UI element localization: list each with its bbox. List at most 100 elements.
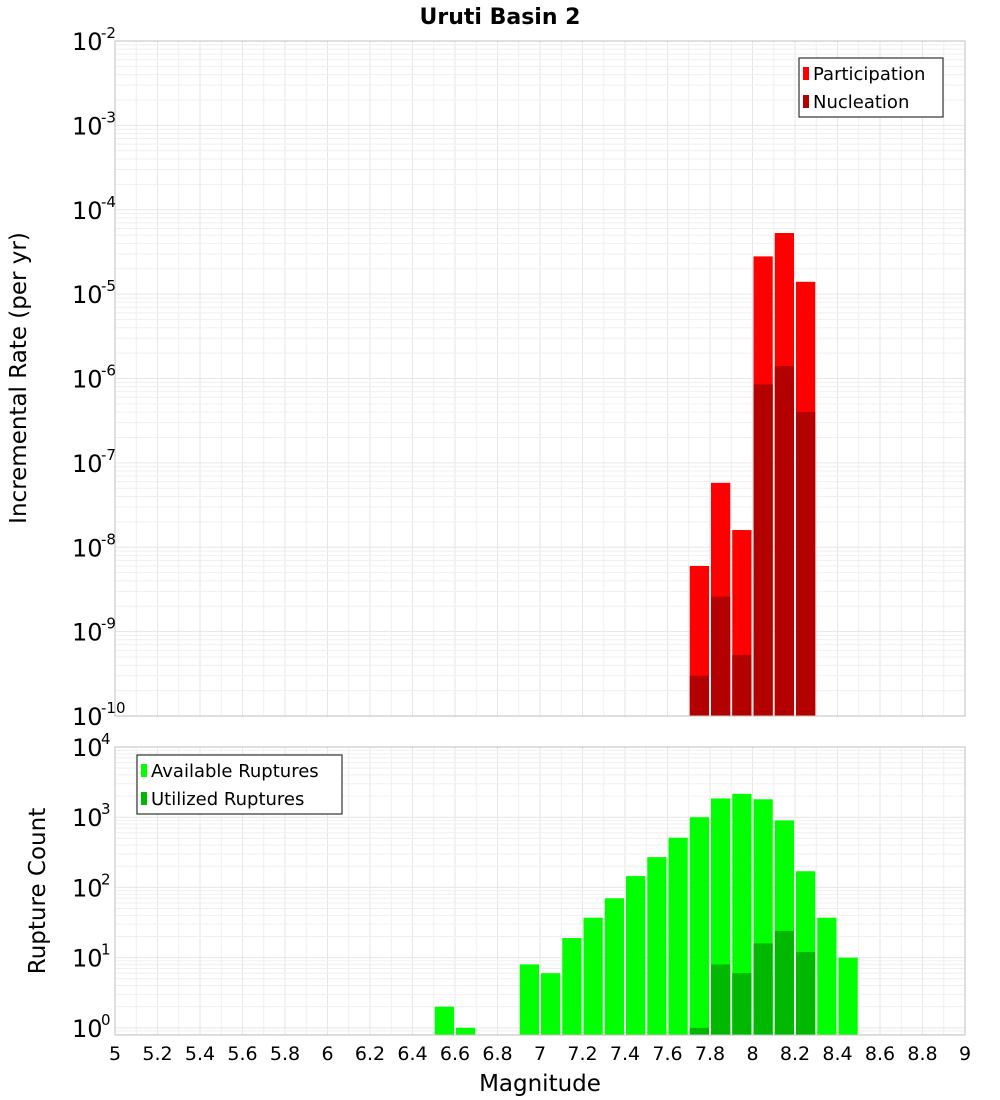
rate-panel: 10-210-310-410-510-610-710-810-910-10 In… xyxy=(6,24,966,731)
x-tick-label: 6.6 xyxy=(440,1043,470,1065)
bar-available-ruptures xyxy=(668,837,688,1035)
rate-y-tick-exponent: -7 xyxy=(101,446,116,464)
bar-utilized-ruptures xyxy=(753,943,773,1035)
count-y-tick-label: 10 xyxy=(72,874,103,902)
x-tick-label: 6 xyxy=(321,1043,333,1065)
bar-available-ruptures xyxy=(456,1027,476,1035)
x-tick-label: 7.4 xyxy=(610,1043,640,1065)
rate-y-tick-label: 10 xyxy=(72,534,103,562)
legend-swatch-nucleation xyxy=(803,95,809,108)
bar-available-ruptures xyxy=(562,938,582,1035)
bar-available-ruptures xyxy=(541,973,561,1035)
bar-available-ruptures xyxy=(689,817,709,1035)
x-tick-label: 8.6 xyxy=(865,1043,895,1065)
rate-y-tick-exponent: -8 xyxy=(101,530,116,548)
x-tick-label: 7.2 xyxy=(567,1043,597,1065)
x-tick-label: 6.4 xyxy=(397,1043,427,1065)
legend-swatch-available-ruptures xyxy=(141,764,147,777)
bar-utilized-ruptures xyxy=(732,973,752,1035)
bar-available-ruptures xyxy=(838,957,858,1035)
count-y-tick-exponent: 0 xyxy=(101,1011,111,1029)
x-tick-label: 8.8 xyxy=(907,1043,937,1065)
count-bars xyxy=(434,793,858,1035)
bar-nucleation xyxy=(711,596,731,716)
count-y-tick-exponent: 3 xyxy=(101,800,111,818)
bar-nucleation xyxy=(689,675,709,716)
bar-nucleation xyxy=(796,412,816,716)
x-tick-label: 6.2 xyxy=(355,1043,385,1065)
count-legend-box xyxy=(136,754,343,815)
chart-title: Uruti Basin 2 xyxy=(420,5,581,30)
bar-available-ruptures xyxy=(519,964,539,1035)
count-plot-border xyxy=(114,746,966,1036)
bar-nucleation xyxy=(753,384,773,716)
x-tick-label: 7.6 xyxy=(652,1043,682,1065)
x-tick-label: 9 xyxy=(959,1043,971,1065)
count-y-tick-label: 10 xyxy=(72,1015,103,1043)
x-tick-label: 7.8 xyxy=(695,1043,725,1065)
rate-y-axis-title: Incremental Rate (per yr) xyxy=(6,232,32,524)
rate-gridlines xyxy=(114,40,966,717)
x-tick-label: 5.8 xyxy=(270,1043,300,1065)
legend-swatch-participation xyxy=(803,67,809,80)
rate-y-tick-exponent: -2 xyxy=(101,24,116,42)
legend-swatch-utilized-ruptures xyxy=(141,792,147,805)
rate-y-tick-label: 10 xyxy=(72,197,103,225)
x-tick-label: 8 xyxy=(746,1043,758,1065)
bar-available-ruptures xyxy=(434,1006,454,1035)
bar-utilized-ruptures xyxy=(689,1027,709,1035)
x-tick-label: 6.8 xyxy=(482,1043,512,1065)
bar-utilized-ruptures xyxy=(774,930,794,1035)
x-tick-label: 5.2 xyxy=(142,1043,172,1065)
rate-plot-border xyxy=(114,40,966,717)
count-y-tick-label: 10 xyxy=(72,945,103,973)
rate-y-tick-labels: 10-210-310-410-510-610-710-810-910-10 xyxy=(72,24,126,731)
count-y-tick-label: 10 xyxy=(72,804,103,832)
bar-available-ruptures xyxy=(604,898,624,1035)
legend-label-participation: Participation xyxy=(813,64,925,85)
bar-available-ruptures xyxy=(626,876,646,1035)
x-tick-label: 5.6 xyxy=(227,1043,257,1065)
count-y-tick-exponent: 1 xyxy=(101,941,111,959)
rate-y-tick-label: 10 xyxy=(72,28,103,56)
bar-available-ruptures xyxy=(583,917,603,1035)
rate-legend-box xyxy=(798,57,944,118)
legend-label-nucleation: Nucleation xyxy=(813,92,909,113)
rate-y-tick-exponent: -9 xyxy=(101,615,116,633)
rate-y-tick-label: 10 xyxy=(72,112,103,140)
legend-label-available-ruptures: Available Ruptures xyxy=(151,761,319,782)
bar-utilized-ruptures xyxy=(711,964,731,1035)
bar-nucleation xyxy=(774,366,794,716)
bar-utilized-ruptures xyxy=(796,952,816,1035)
x-tick-labels: 5 5.2 5.4 5.6 5.8 6 6.2 6.4 6.6 6.8 7 7.2 7.4 7.6 7.8 8… xyxy=(109,1043,971,1065)
rate-y-tick-exponent: -5 xyxy=(101,277,116,295)
x-tick-label: 8.2 xyxy=(780,1043,810,1065)
rate-y-tick-exponent: -6 xyxy=(101,362,116,380)
rate-y-tick-label: 10 xyxy=(72,281,103,309)
rate-y-tick-label: 10 xyxy=(72,366,103,394)
rate-y-tick-label: 10 xyxy=(72,450,103,478)
bar-available-ruptures xyxy=(647,857,667,1035)
count-y-axis-title: Rupture Count xyxy=(25,808,51,974)
bar-available-ruptures xyxy=(817,917,837,1035)
x-tick-label: 8.4 xyxy=(822,1043,852,1065)
rate-y-tick-label: 10 xyxy=(72,619,103,647)
legend-label-utilized-ruptures: Utilized Ruptures xyxy=(151,789,304,810)
count-y-tick-exponent: 4 xyxy=(101,730,111,748)
count-legend: Available Ruptures Utilized Ruptures xyxy=(136,754,343,815)
count-y-tick-exponent: 2 xyxy=(101,870,111,888)
x-tick-label: 5 xyxy=(109,1043,121,1065)
bar-nucleation xyxy=(732,654,752,716)
rate-y-tick-label: 10 xyxy=(72,703,103,731)
rate-legend: Participation Nucleation xyxy=(798,57,944,118)
rate-y-tick-exponent: -10 xyxy=(101,699,126,717)
x-tick-label: 7 xyxy=(534,1043,546,1065)
x-axis-title: Magnitude xyxy=(479,1071,601,1097)
x-tick-label: 5.4 xyxy=(185,1043,215,1065)
count-y-tick-label: 10 xyxy=(72,734,103,762)
rate-bars xyxy=(689,233,816,716)
rate-y-tick-exponent: -3 xyxy=(101,108,116,126)
